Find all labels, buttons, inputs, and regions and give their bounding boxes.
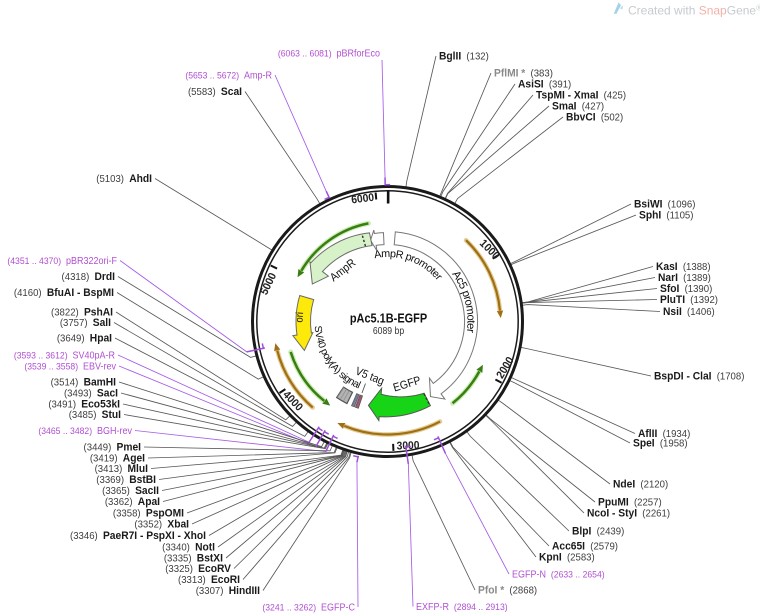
svg-text:EGFP-N(2633 .. 2654): EGFP-N (2633 .. 2654)	[512, 569, 605, 581]
svg-text:(3514)BamHI: (3514) BamHI	[51, 376, 116, 388]
svg-text:(3493)SacI: (3493) SacI	[64, 387, 118, 399]
svg-text:(3340)NotI: (3340) NotI	[162, 541, 215, 553]
svg-text:(4351 .. 4370)pBR322ori-F: (4351 .. 4370) pBR322ori-F	[7, 256, 117, 268]
svg-text:(5103)AhdI: (5103) AhdI	[96, 173, 152, 185]
svg-text:PflMI *(383): PflMI * (383)	[494, 67, 553, 79]
svg-text:(5653 .. 5672)Amp-R: (5653 .. 5672) Amp-R	[185, 70, 272, 82]
svg-text:(3335)BstXI: (3335) BstXI	[164, 552, 223, 564]
svg-text:PluTI(1392): PluTI (1392)	[660, 294, 718, 306]
svg-text:(3413)MluI: (3413) MluI	[95, 463, 149, 475]
svg-text:(3649)HpaI: (3649) HpaI	[57, 332, 112, 344]
svg-text:pAc5.1B-EGFP: pAc5.1B-EGFP	[350, 311, 427, 326]
svg-text:(3362)ApaI: (3362) ApaI	[105, 496, 160, 508]
svg-text:(4160)BfuAI - BspMI: (4160) BfuAI - BspMI	[14, 287, 114, 299]
svg-text:Created with SnapGene®: Created with SnapGene®	[628, 4, 760, 18]
svg-text:KpnI(2583): KpnI (2583)	[539, 551, 595, 563]
svg-text:PfoI *(2868): PfoI * (2868)	[478, 584, 537, 596]
svg-text:(3369)BstBI: (3369) BstBI	[96, 474, 156, 486]
svg-text:BsiWI(1096): BsiWI (1096)	[634, 198, 695, 210]
svg-text:PpuMI(2257): PpuMI (2257)	[598, 496, 662, 508]
svg-text:(3539 .. 3558)EBV-rev: (3539 .. 3558) EBV-rev	[24, 361, 116, 373]
svg-text:6000: 6000	[351, 191, 375, 206]
svg-text:AflII(1934): AflII (1934)	[638, 428, 690, 440]
svg-text:SmaI(427): SmaI (427)	[552, 100, 604, 112]
svg-text:(3352)XbaI: (3352) XbaI	[134, 518, 189, 530]
svg-text:SpeI(1958): SpeI (1958)	[633, 437, 688, 449]
svg-text:3000: 3000	[396, 439, 419, 452]
svg-text:NarI(1389): NarI (1389)	[658, 272, 711, 284]
svg-text:NsiI(1406): NsiI (1406)	[663, 306, 715, 318]
svg-text:(3822)PshAI: (3822) PshAI	[51, 306, 113, 318]
svg-text:(3491)Eco53kI: (3491) Eco53kI	[48, 398, 120, 410]
svg-text:(3241 .. 3262)EGFP-C: (3241 .. 3262) EGFP-C	[262, 602, 355, 614]
svg-text:(3419)AgeI: (3419) AgeI	[90, 452, 145, 464]
svg-text:NcoI - StyI(2261): NcoI - StyI (2261)	[587, 507, 670, 519]
svg-text:BspDI - ClaI(1708): BspDI - ClaI (1708)	[654, 370, 744, 382]
svg-text:(3313)EcoRI: (3313) EcoRI	[178, 574, 240, 586]
svg-text:(3465 .. 3482)BGH-rev: (3465 .. 3482) BGH-rev	[38, 426, 132, 438]
svg-text:(3358)PspOMI: (3358) PspOMI	[113, 507, 184, 519]
svg-text:(3449)PmeI: (3449) PmeI	[84, 441, 142, 453]
svg-text:(3485)StuI: (3485) StuI	[69, 409, 121, 421]
svg-text:BlpI(2439): BlpI (2439)	[572, 525, 624, 537]
svg-text:SfoI(1390): SfoI (1390)	[660, 283, 712, 295]
svg-text:(6063 .. 6081)pBRforEco: (6063 .. 6081) pBRforEco	[278, 48, 380, 60]
svg-text:NdeI(2120): NdeI (2120)	[613, 478, 668, 490]
svg-text:(3325)EcoRV: (3325) EcoRV	[165, 563, 231, 575]
svg-text:AsiSI(391): AsiSI (391)	[518, 78, 571, 90]
svg-text:(4318)DrdI: (4318) DrdI	[62, 271, 116, 283]
svg-text:(3365)SacII: (3365) SacII	[102, 485, 159, 497]
svg-text:SphI(1105): SphI (1105)	[639, 209, 693, 221]
svg-text:BglII(132): BglII (132)	[439, 50, 489, 62]
svg-text:(5583)ScaI: (5583) ScaI	[188, 86, 242, 98]
svg-text:(3757)SalI: (3757) SalI	[60, 317, 111, 329]
svg-text:Acc65I(2579): Acc65I (2579)	[552, 540, 618, 552]
svg-text:BbvCI(502): BbvCI (502)	[566, 111, 623, 123]
svg-text:(3593 .. 3612)SV40pA-R: (3593 .. 3612) SV40pA-R	[14, 350, 115, 362]
svg-text:(3346)PaeR7I - PspXI - XhoI: (3346) PaeR7I - PspXI - XhoI	[70, 530, 206, 542]
svg-text:ori: ori	[294, 312, 306, 323]
svg-text:6089 bp: 6089 bp	[373, 325, 404, 337]
svg-text:(3307)HindIII: (3307) HindIII	[196, 585, 260, 597]
svg-text:TspMI - XmaI(425): TspMI - XmaI (425)	[536, 89, 626, 101]
svg-text:EXFP-R(2894 .. 2913): EXFP-R (2894 .. 2913)	[416, 602, 508, 614]
svg-text:KasI(1388): KasI (1388)	[656, 261, 711, 273]
